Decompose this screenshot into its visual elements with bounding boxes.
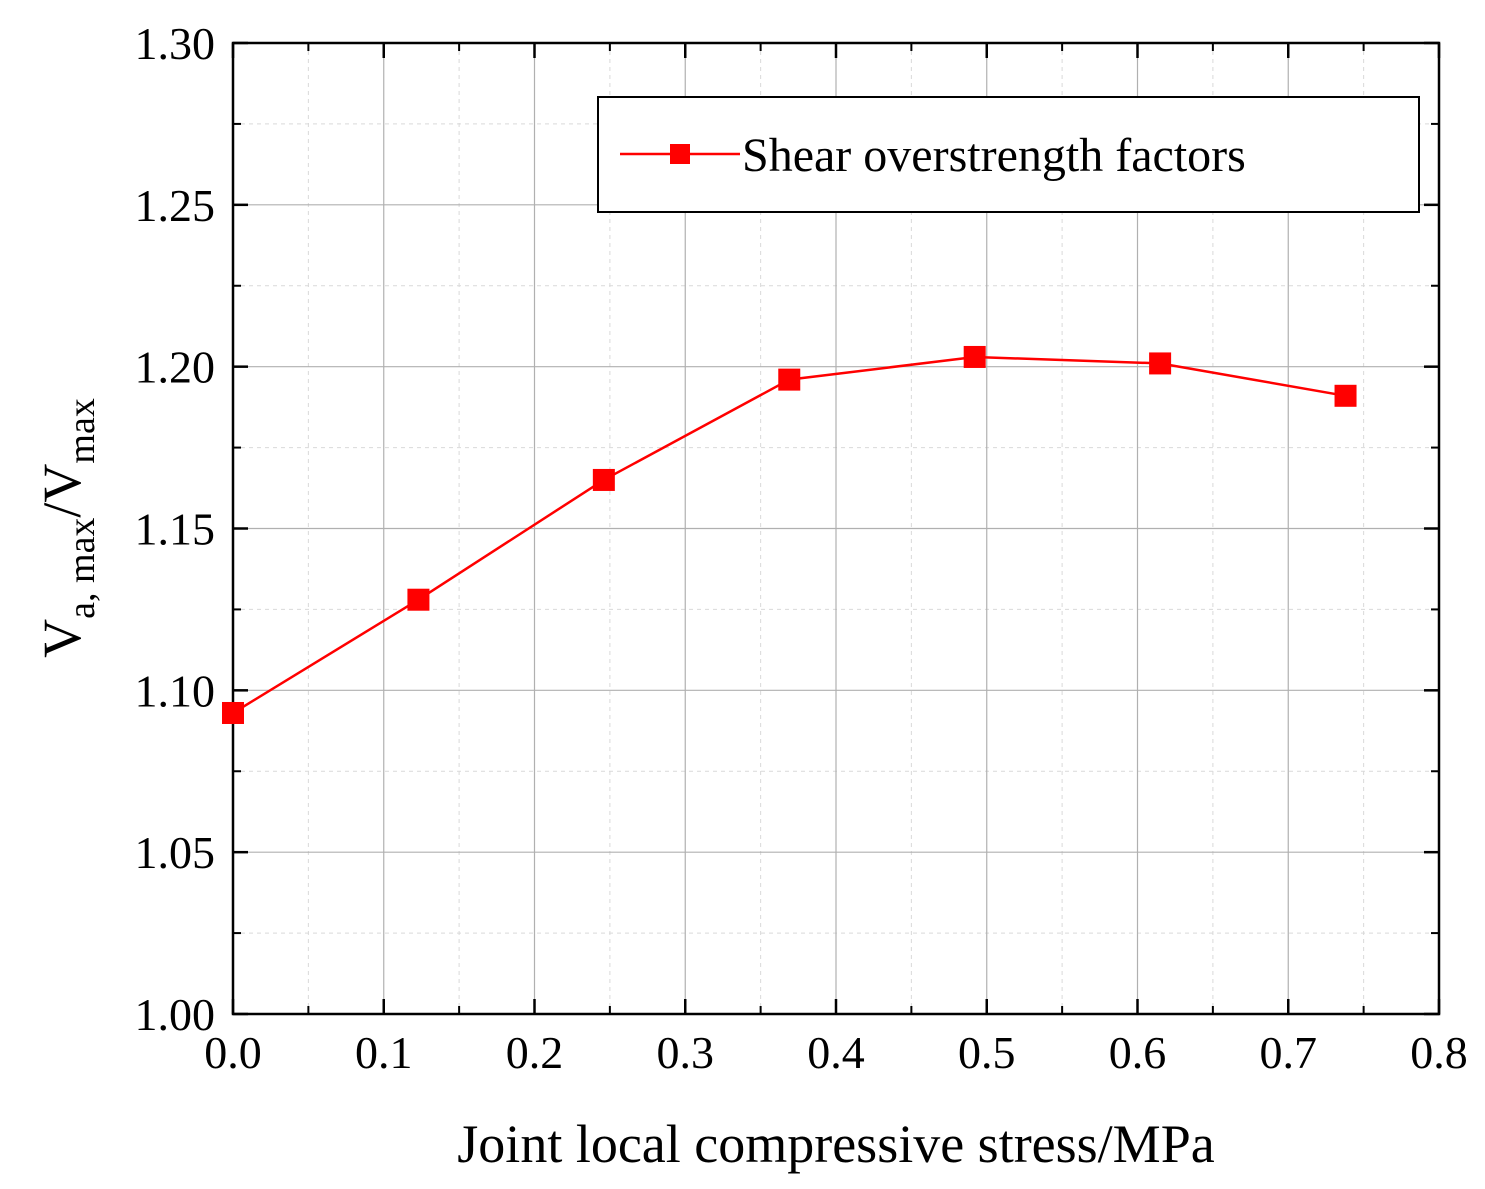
legend-label: Shear overstrength factors [742, 129, 1246, 182]
x-tick-label: 0.0 [204, 1027, 262, 1078]
x-axis-title: Joint local compressive stress/MPa [457, 1114, 1214, 1174]
y-axis-title: Va, max/Vmax [32, 398, 103, 658]
data-point-marker [1334, 384, 1357, 407]
series-line [232, 355, 1346, 715]
y-tick-label: 1.05 [135, 827, 216, 878]
y-axis-title-slash: /V [32, 464, 92, 518]
series-layer [222, 345, 1357, 724]
data-point-marker [407, 588, 430, 611]
x-tick-label: 0.8 [1410, 1027, 1468, 1078]
x-tick-label: 0.1 [355, 1027, 413, 1078]
x-tick-label: 0.6 [1109, 1027, 1167, 1078]
legend: Shear overstrength factors [597, 96, 1420, 213]
data-point-marker [222, 701, 244, 724]
y-tick-label: 1.20 [135, 342, 216, 393]
y-tick-label: 1.10 [135, 665, 216, 716]
plot-frame [231, 41, 1441, 1016]
y-tick-label: 1.00 [135, 989, 216, 1040]
y-tick-label: 1.15 [135, 504, 216, 555]
y-axis-title-main: V [32, 619, 92, 658]
x-tick-label: 0.3 [657, 1027, 715, 1078]
y-axis-title-sub2: max [61, 398, 103, 463]
y-tick-label: 1.25 [135, 180, 216, 231]
y-tick-label: 1.30 [135, 18, 216, 69]
x-tick-label: 0.4 [807, 1027, 865, 1078]
x-tick-label: 0.7 [1260, 1027, 1318, 1078]
x-tick-label: 0.2 [506, 1027, 564, 1078]
y-tick-labels: 1.00 1.05 1.10 1.15 1.20 1.25 1.30 [135, 18, 216, 1040]
y-axis-title-sub1: a, max [61, 518, 103, 619]
data-point-marker [1149, 352, 1172, 375]
legend-marker-sample [670, 144, 690, 164]
x-tick-label: 0.5 [958, 1027, 1016, 1078]
data-point-marker [963, 345, 986, 368]
data-point-marker [778, 368, 801, 391]
data-point-marker [592, 468, 615, 491]
x-tick-labels: 0.0 0.1 0.2 0.3 0.4 0.5 0.6 0.7 0.8 [204, 1027, 1468, 1078]
